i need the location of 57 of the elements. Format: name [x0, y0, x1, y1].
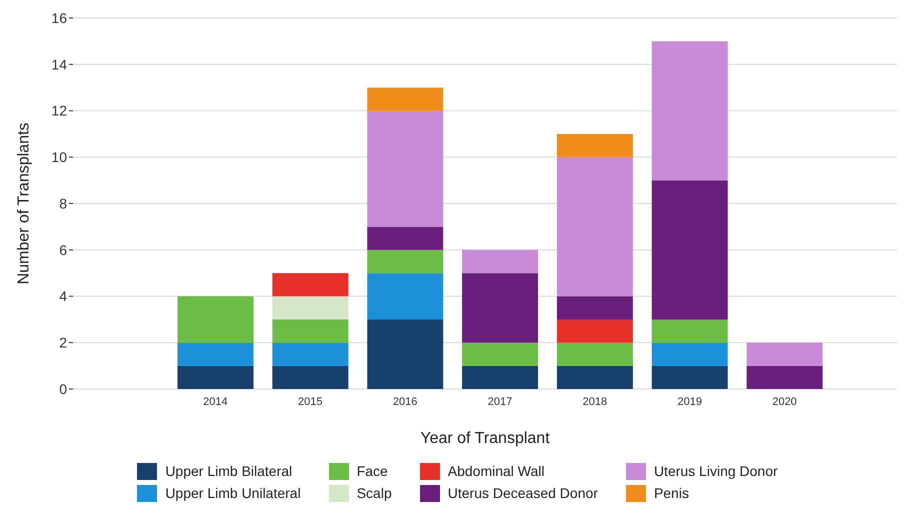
y-tick-label: 6: [59, 242, 68, 258]
y-tick-label: 10: [51, 149, 68, 166]
y-tick-label: 2: [59, 334, 68, 351]
bar: [367, 110, 444, 227]
legend-label: Upper Limb Unilateral: [165, 485, 301, 501]
y-tick-label: 14: [51, 56, 68, 72]
bar: [272, 319, 348, 343]
bar: [462, 273, 538, 343]
bar: [177, 296, 254, 343]
legend-label: Uterus Deceased Donor: [448, 485, 598, 501]
bar: [556, 319, 633, 343]
bar: [367, 319, 444, 389]
x-tick-label: 2016: [392, 396, 418, 408]
bar: [746, 366, 823, 389]
bar: [367, 88, 444, 111]
bar: [462, 342, 538, 366]
y-tick-label: 0: [59, 380, 68, 397]
y-tick-label: 16: [51, 10, 68, 26]
legend-label: Abdominal Wall: [448, 463, 544, 479]
bar: [367, 273, 444, 320]
y-tick-label: 8: [59, 195, 68, 212]
y-tick-label: 12: [51, 102, 68, 119]
x-tick-label: 2019: [677, 396, 702, 408]
bar: [556, 296, 633, 320]
bar: [462, 250, 538, 274]
legend-label: Uterus Living Donor: [654, 463, 778, 479]
x-tick-label: 2015: [298, 396, 323, 408]
x-tick-label: 2017: [488, 396, 512, 408]
bar: [272, 273, 348, 296]
x-axis-title: Year of Transplant: [420, 430, 550, 447]
bar: [556, 157, 633, 296]
bar: [462, 366, 538, 389]
bar: [177, 366, 254, 389]
bar: [177, 342, 254, 366]
bar: [652, 342, 728, 366]
bar: [652, 319, 728, 343]
bar: [367, 250, 444, 274]
y-tick-label: 4: [59, 288, 68, 304]
bar: [556, 134, 633, 158]
legend-label: Face: [356, 463, 388, 479]
y-axis-title: Number of Transplants: [16, 122, 33, 284]
bar: [652, 180, 728, 320]
legend-label: Penis: [654, 485, 689, 501]
bar: [652, 41, 728, 180]
bar: [556, 366, 633, 389]
bar: [367, 226, 444, 250]
bar: [272, 296, 348, 320]
x-tick-label: 2020: [772, 396, 797, 408]
bar: [272, 342, 348, 366]
x-tick-label: 2014: [203, 396, 228, 408]
bar: [746, 342, 823, 366]
legend-label: Upper Limb Bilateral: [165, 463, 292, 479]
legend-label: Scalp: [356, 485, 392, 501]
bar: [652, 366, 728, 389]
bar: [556, 342, 633, 366]
x-tick-label: 2018: [582, 396, 608, 408]
bar: [272, 366, 348, 389]
